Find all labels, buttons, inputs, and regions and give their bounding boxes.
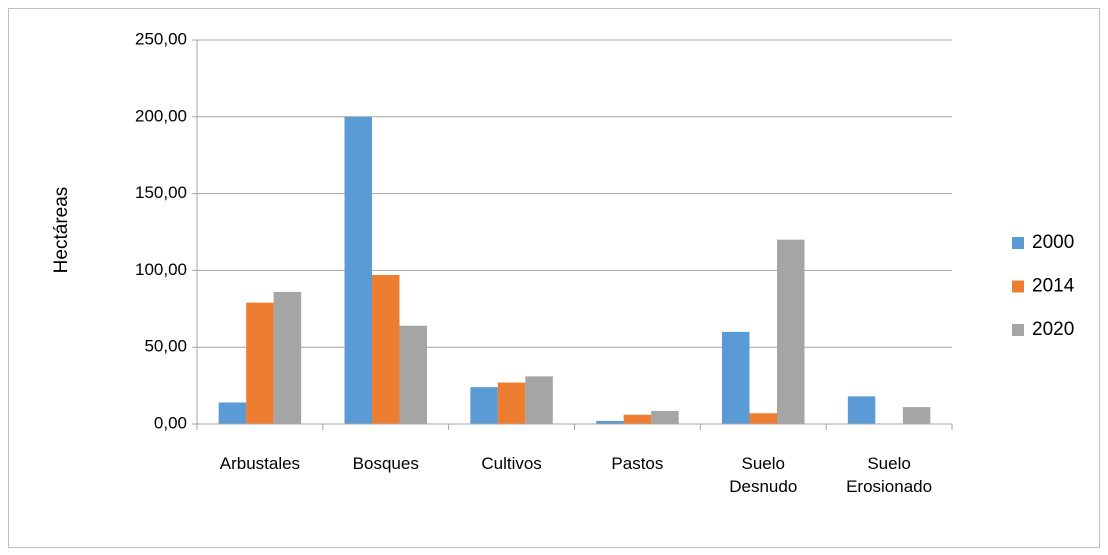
bar: [623, 414, 652, 424]
y-tick-label: 0,00: [154, 413, 187, 432]
x-tick-label: Arbustales: [219, 454, 301, 473]
bar: [847, 396, 876, 424]
chart-frame: [8, 8, 1100, 548]
legend-swatch: [1012, 237, 1024, 249]
x-tick-label: Suelo Desnudo: [729, 454, 798, 496]
bar: [372, 275, 400, 424]
x-tick-label: Bosques: [352, 454, 419, 473]
legend-label: 2000: [1032, 232, 1074, 253]
legend-label: 2014: [1032, 276, 1075, 297]
bar: [722, 331, 750, 424]
bar: [777, 239, 805, 424]
x-tick-label: Pastos: [611, 454, 664, 473]
y-tick-label: 150,00: [135, 183, 187, 202]
bar: [246, 302, 274, 424]
y-tick-label: 100,00: [135, 260, 187, 279]
x-tick-label: Suelo Erosionado: [846, 454, 933, 496]
y-tick-label: 50,00: [144, 337, 187, 356]
bar: [525, 376, 553, 424]
bar: [902, 407, 931, 424]
bar: [218, 402, 247, 424]
x-tick-label: Cultivos: [481, 454, 542, 473]
legend-swatch: [1012, 324, 1024, 336]
bar: [399, 325, 427, 424]
bar: [596, 420, 624, 424]
y-axis-label: Hectáreas: [51, 187, 72, 274]
legend-label: 2020: [1032, 319, 1074, 340]
y-tick-label: 200,00: [135, 106, 187, 125]
bar: [749, 413, 777, 424]
legend-swatch: [1012, 280, 1024, 293]
bar: [470, 387, 498, 424]
y-tick-label: 250,00: [135, 29, 187, 48]
bar: [497, 382, 526, 424]
bar: [273, 291, 302, 424]
bar: [344, 116, 372, 425]
bar: [651, 410, 679, 424]
